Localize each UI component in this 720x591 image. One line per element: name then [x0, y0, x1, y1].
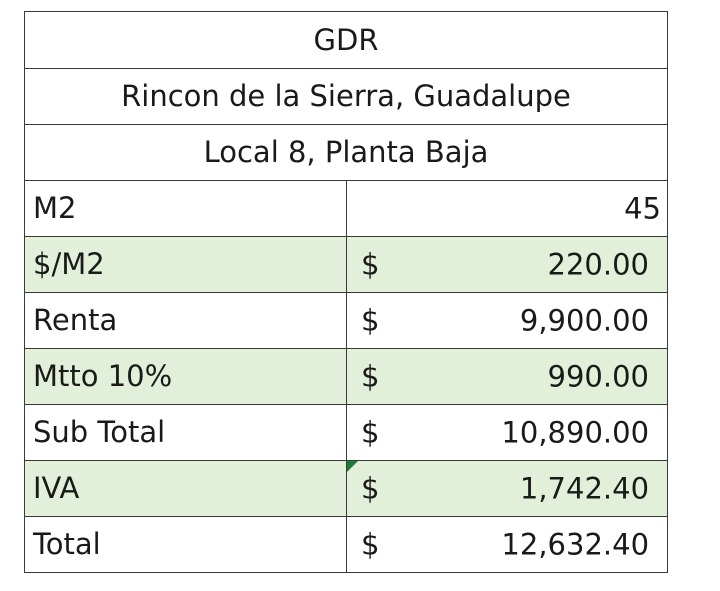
row-value-cell[interactable]: $ 220.00 — [345, 236, 669, 293]
currency-symbol: $ — [361, 527, 380, 561]
row-label[interactable]: IVA — [24, 460, 347, 517]
row-value-cell[interactable]: $ 10,890.00 — [345, 404, 669, 461]
currency-symbol: $ — [361, 303, 380, 337]
currency-symbol: $ — [361, 247, 380, 281]
table-row-m2: M2 45 — [24, 180, 669, 237]
row-value: 220.00 — [547, 247, 650, 281]
currency-symbol: $ — [361, 359, 380, 393]
currency-symbol: $ — [361, 415, 380, 449]
row-value: 990.00 — [547, 359, 650, 393]
rent-quote-table: GDR Rincon de la Sierra, Guadalupe Local… — [23, 11, 669, 573]
row-label[interactable]: Mtto 10% — [24, 348, 347, 405]
row-value-cell[interactable]: 45 — [345, 180, 669, 237]
row-label[interactable]: $/M2 — [24, 236, 347, 293]
row-label[interactable]: Renta — [24, 292, 347, 349]
table-row-price-per-m2: $/M2 $ 220.00 — [24, 236, 669, 293]
row-label[interactable]: Sub Total — [24, 404, 347, 461]
table-row-renta: Renta $ 9,900.00 — [24, 292, 669, 349]
cell-comment-indicator-icon[interactable] — [347, 461, 358, 472]
row-value-cell[interactable]: $ 990.00 — [345, 348, 669, 405]
row-value: 45 — [624, 191, 662, 225]
row-value-cell[interactable]: $ 12,632.40 — [345, 516, 669, 573]
table-row-mtto: Mtto 10% $ 990.00 — [24, 348, 669, 405]
row-label[interactable]: Total — [24, 516, 347, 573]
currency-symbol: $ — [361, 471, 380, 505]
row-value: 1,742.40 — [519, 471, 650, 505]
row-value-cell[interactable]: $ 1,742.40 — [345, 460, 669, 517]
table-row-iva: IVA $ 1,742.40 — [24, 460, 669, 517]
table-row-subtotal: Sub Total $ 10,890.00 — [24, 404, 669, 461]
header-row-unit: Local 8, Planta Baja — [23, 124, 669, 181]
table-row-total: Total $ 12,632.40 — [24, 516, 669, 573]
location-cell[interactable]: Rincon de la Sierra, Guadalupe — [23, 68, 669, 125]
row-value-cell[interactable]: $ 9,900.00 — [345, 292, 669, 349]
title-cell[interactable]: GDR — [23, 11, 669, 69]
row-label[interactable]: M2 — [24, 180, 347, 237]
row-value: 9,900.00 — [519, 303, 650, 337]
header-row-location: Rincon de la Sierra, Guadalupe — [23, 68, 669, 125]
header-row-title: GDR — [23, 11, 669, 69]
row-value: 10,890.00 — [501, 415, 650, 449]
unit-cell[interactable]: Local 8, Planta Baja — [23, 124, 669, 181]
row-value: 12,632.40 — [501, 527, 650, 561]
